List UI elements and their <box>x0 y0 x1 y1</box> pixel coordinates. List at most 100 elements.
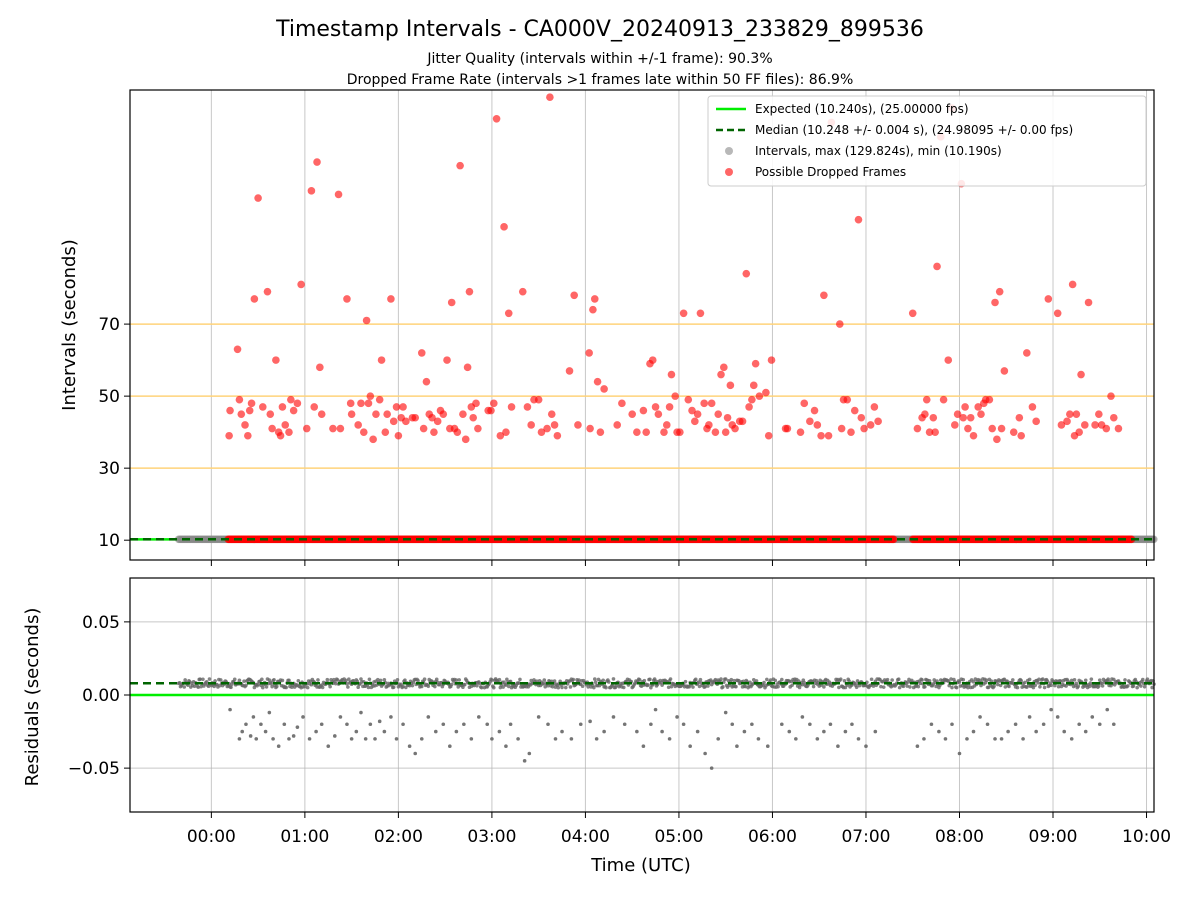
residual-point <box>897 685 902 690</box>
dropped-frame-point <box>618 399 626 408</box>
residual-point <box>754 679 759 683</box>
y-tick-label: 50 <box>98 387 120 407</box>
dropped-frame-point <box>502 428 510 436</box>
residual-outlier-point <box>822 729 826 734</box>
dropped-frame-point <box>921 410 929 418</box>
dropped-frame-point <box>783 424 792 433</box>
residual-point <box>218 678 223 682</box>
residual-point <box>1150 685 1154 690</box>
x-tick-label: 08:00 <box>935 827 984 847</box>
residual-outlier-point <box>1097 722 1102 727</box>
dropped-frame-point <box>679 309 688 318</box>
dropped-frame-point <box>951 421 959 429</box>
dropped-frame-point <box>419 424 428 433</box>
dropped-frame-point <box>354 421 362 429</box>
residual-outlier-point <box>349 737 354 741</box>
dropped-frame-point <box>381 428 390 436</box>
dropped-frame-point <box>969 431 978 440</box>
residual-outlier-point <box>377 719 382 724</box>
residual-outlier-point <box>800 715 805 719</box>
residual-point <box>604 685 608 690</box>
residual-outlier-point <box>448 744 452 748</box>
residual-point <box>729 677 734 682</box>
residual-outlier-point <box>1013 722 1018 727</box>
dropped-frame-point <box>870 403 879 411</box>
residual-point <box>1131 684 1136 688</box>
residual-point <box>1007 684 1011 689</box>
dropped-frame-point <box>866 421 875 429</box>
x-tick-label: 06:00 <box>748 827 797 847</box>
dropped-frame-point <box>748 395 756 404</box>
residual-point <box>601 678 605 683</box>
residual-outlier-point <box>950 722 954 727</box>
residual-outlier-point <box>703 751 707 756</box>
dropped-frame-point <box>1028 403 1037 411</box>
residual-point <box>199 684 203 689</box>
legend-median-label: Median (10.248 +/- 0.004 s), (24.98095 +… <box>755 123 1073 137</box>
residual-point <box>1015 685 1020 690</box>
residual-outlier-point <box>588 719 592 724</box>
residual-point <box>586 685 591 689</box>
residual-point <box>479 685 484 690</box>
residual-point <box>885 677 890 682</box>
residual-point <box>229 685 233 690</box>
dropped-frame-point <box>553 431 562 440</box>
residual-outlier-point <box>922 737 926 741</box>
residual-point <box>433 684 437 689</box>
dropped-frame-point <box>676 428 684 436</box>
residual-point <box>571 677 576 682</box>
residual-point <box>696 680 701 684</box>
residual-point <box>723 677 728 681</box>
dropped-frame-point <box>796 428 805 436</box>
residual-point <box>497 677 502 682</box>
dropped-frame-point <box>596 428 605 436</box>
residual-point <box>1076 684 1081 689</box>
dropped-frame-point <box>810 406 819 415</box>
dropped-frame-point <box>1023 349 1031 357</box>
residual-point <box>416 678 420 683</box>
residual-point <box>260 677 264 682</box>
residual-point <box>597 683 602 688</box>
residual-outlier-point <box>1062 729 1067 734</box>
intervals-panel: 10 30 50 70 <box>98 89 1158 566</box>
residual-point <box>560 685 564 690</box>
residual-outlier-point <box>413 751 418 756</box>
dropped-frame-point <box>247 399 256 408</box>
dropped-frame-point <box>487 406 495 415</box>
dropped-frame-point <box>359 428 368 436</box>
dropped-frame-point <box>504 309 513 318</box>
dropped-frame-point <box>997 424 1006 433</box>
dropped-frame-point <box>731 424 739 433</box>
residual-point <box>1042 685 1047 690</box>
residual-point <box>272 678 276 682</box>
residual-point <box>320 685 325 690</box>
residual-outlier-point <box>915 744 920 748</box>
residual-point <box>550 684 555 689</box>
residual-point <box>518 677 522 682</box>
residual-outlier-point <box>1027 715 1032 719</box>
dropped-frame-point <box>667 370 676 379</box>
residual-point <box>698 677 703 682</box>
dropped-frame-point <box>721 428 730 436</box>
x-tick-label: 02:00 <box>374 827 423 847</box>
dropped-frame-point <box>287 395 295 404</box>
residual-point <box>847 679 851 683</box>
residual-point <box>1074 681 1079 686</box>
residual-outlier-point <box>228 707 232 712</box>
dropped-frame-point <box>966 413 975 422</box>
dropped-frame-point <box>254 194 262 202</box>
residual-outlier-point <box>681 722 686 727</box>
residual-outlier-point <box>462 722 466 727</box>
residual-outlier-point <box>780 722 784 727</box>
chart-subtitle-dropped: Dropped Frame Rate (intervals >1 frames … <box>347 72 854 88</box>
residual-point <box>748 680 752 685</box>
residual-point <box>811 684 816 689</box>
dropped-frame-point <box>755 392 764 400</box>
dropped-frame-point <box>383 410 391 418</box>
dropped-frame-point <box>417 349 426 357</box>
residual-point <box>454 678 459 682</box>
dropped-frame-point <box>639 406 648 415</box>
residual-point <box>768 678 773 682</box>
dropped-frame-point <box>570 291 579 300</box>
residual-point <box>927 678 932 683</box>
